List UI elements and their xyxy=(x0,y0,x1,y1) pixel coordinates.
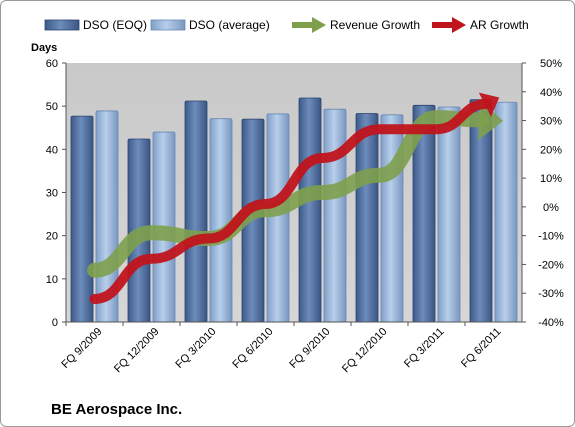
y-tick-label: 50 xyxy=(46,101,58,113)
y2-tick-label: -10% xyxy=(538,231,564,243)
y2-tick-label: -30% xyxy=(538,288,564,300)
arrowhead-ar-growth xyxy=(478,92,500,117)
legend-label: DSO (average) xyxy=(189,18,270,32)
y-tick-label: 10 xyxy=(46,274,58,286)
bar-dso-avg-4 xyxy=(323,108,347,323)
bar-dso-eoq-5 xyxy=(355,113,379,323)
y2-tick-label: -40% xyxy=(538,317,564,329)
x-tick-label: FQ 9/2010 xyxy=(287,326,332,371)
bar-dso-avg-5 xyxy=(380,114,404,323)
y2-tick-label: 10% xyxy=(540,173,562,185)
bar-dso-avg-7 xyxy=(494,101,518,323)
line-ar-growth xyxy=(89,98,492,304)
x-tick-label: FQ 12/2010 xyxy=(340,326,390,376)
bar-dso-eoq-2 xyxy=(184,100,208,323)
arrowhead-revenue-growth xyxy=(478,99,504,141)
bar-dso-avg-3 xyxy=(266,113,290,323)
legend-swatch-2 xyxy=(292,17,326,33)
y2-tick-label: -20% xyxy=(538,259,564,271)
legend-swatch-3 xyxy=(432,17,466,33)
x-tick-label: FQ 12/2009 xyxy=(112,326,162,376)
y2-tick-label: 20% xyxy=(540,144,562,156)
bar-dso-eoq-4 xyxy=(298,97,322,323)
legend: DSO (EOQ) DSO (average) Revenue Growth AR G… xyxy=(44,17,529,33)
y-tick-label: 20 xyxy=(46,231,58,243)
bar-dso-eoq-0 xyxy=(70,115,94,323)
x-tick-label: FQ 6/2010 xyxy=(230,326,275,371)
x-tick-label: FQ 6/2011 xyxy=(459,326,504,371)
x-tick-label: FQ 3/2010 xyxy=(173,326,218,371)
line-revenue-growth xyxy=(87,110,489,278)
y-axis-title: Days xyxy=(31,42,57,54)
y-tick-label: 0 xyxy=(52,317,58,329)
y-tick-label: 60 xyxy=(46,58,58,70)
legend-swatch-1 xyxy=(150,19,186,31)
y-tick-label: 30 xyxy=(46,188,58,200)
lines-layer xyxy=(87,92,504,304)
legend-swatch-0 xyxy=(44,19,80,31)
bar-dso-avg-6 xyxy=(437,106,461,323)
bar-dso-avg-2 xyxy=(209,118,233,323)
legend-label: AR Growth xyxy=(470,18,529,32)
x-tick-label: FQ 9/2009 xyxy=(59,326,104,371)
company-label: BE Aerospace Inc. xyxy=(51,401,182,418)
y2-tick-label: 0% xyxy=(543,202,559,214)
x-tick-label: FQ 3/2011 xyxy=(402,326,447,371)
y2-tick-label: 40% xyxy=(540,87,562,99)
legend-label: DSO (EOQ) xyxy=(83,18,147,32)
y2-tick-label: 30% xyxy=(540,116,562,128)
y2-tick-label: 50% xyxy=(540,58,562,70)
y-tick-label: 40 xyxy=(46,144,58,156)
legend-label: Revenue Growth xyxy=(330,18,420,32)
